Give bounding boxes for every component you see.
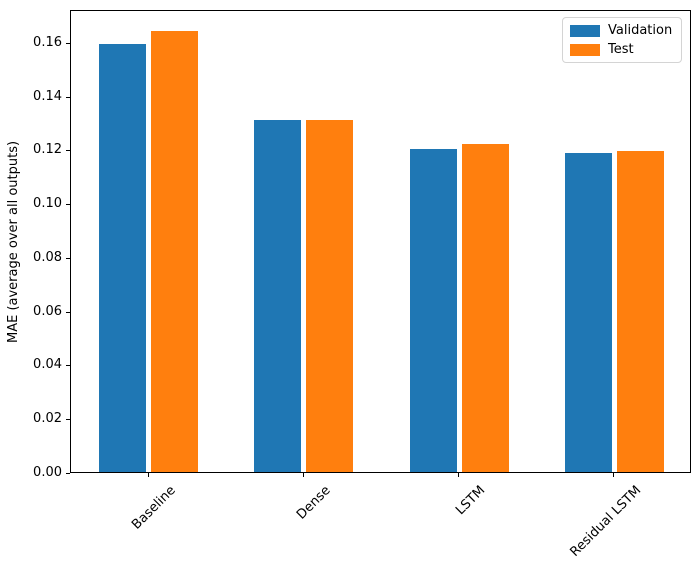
y-tick-label: 0.02: [33, 411, 62, 426]
bar-test-dense: [306, 120, 353, 472]
y-tick-mark: [66, 43, 70, 44]
y-tick-label: 0.16: [33, 35, 62, 50]
bar-validation-baseline: [99, 44, 146, 472]
x-tick-mark: [148, 473, 149, 477]
bar-validation-dense: [254, 120, 301, 472]
plot-area: [70, 10, 691, 473]
x-tick-label-dense: Dense: [293, 483, 334, 523]
y-tick-mark: [66, 312, 70, 313]
y-tick-label: 0.06: [33, 304, 62, 319]
y-tick-label: 0.12: [33, 142, 62, 157]
legend: Validation Test: [562, 17, 683, 63]
x-tick-label-residual-lstm: Residual LSTM: [567, 483, 644, 560]
legend-swatch-validation: [570, 24, 600, 37]
y-tick-mark: [66, 97, 70, 98]
legend-item-test: Test: [570, 42, 672, 57]
y-tick-label: 0.08: [33, 250, 62, 265]
bar-test-residual-lstm: [617, 151, 664, 472]
x-tick-label-baseline: Baseline: [128, 483, 179, 533]
y-tick-label: 0.04: [33, 357, 62, 372]
y-tick-mark: [66, 473, 70, 474]
x-tick-mark: [303, 473, 304, 477]
y-axis-label: MAE (average over all outputs): [6, 140, 21, 343]
x-tick-mark: [458, 473, 459, 477]
bar-validation-residual-lstm: [565, 153, 612, 472]
x-tick-mark: [613, 473, 614, 477]
x-tick-label-lstm: LSTM: [453, 483, 489, 519]
y-tick-mark: [66, 204, 70, 205]
bar-validation-lstm: [410, 149, 457, 472]
y-tick-mark: [66, 365, 70, 366]
legend-swatch-test: [570, 43, 600, 56]
y-tick-label: 0.14: [33, 89, 62, 104]
y-tick-label: 0.00: [33, 465, 62, 480]
bar-test-baseline: [151, 31, 198, 472]
y-tick-mark: [66, 419, 70, 420]
legend-item-validation: Validation: [570, 23, 672, 38]
y-tick-label: 0.10: [33, 196, 62, 211]
legend-label-test: Test: [608, 42, 634, 57]
y-tick-mark: [66, 258, 70, 259]
legend-label-validation: Validation: [608, 23, 673, 38]
y-tick-mark: [66, 150, 70, 151]
bar-test-lstm: [462, 144, 509, 472]
